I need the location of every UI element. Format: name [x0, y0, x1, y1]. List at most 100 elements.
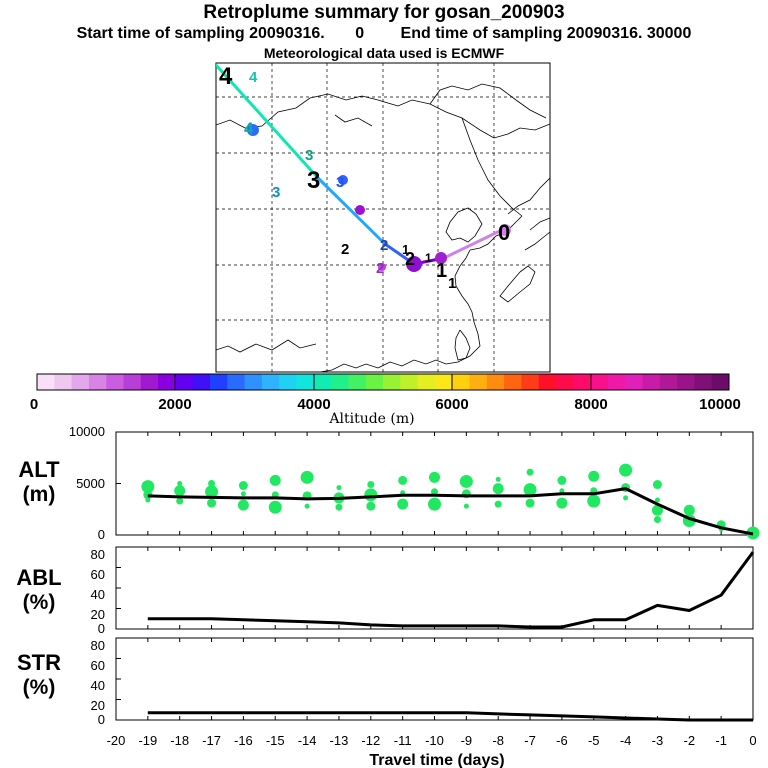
- x-tick-label: -10: [425, 733, 444, 748]
- alt-scatter-point: [494, 500, 502, 508]
- day-label: 4: [244, 119, 254, 138]
- cluster-marker: [355, 205, 365, 215]
- alt-scatter-point: [652, 480, 662, 490]
- colorbar-swatch: [642, 374, 661, 390]
- colorbar-tick-label: 2000: [158, 396, 191, 413]
- x-tick-label: -20: [107, 733, 126, 748]
- day-label: 1: [436, 260, 447, 282]
- colorbar-swatch: [400, 374, 418, 390]
- cluster-marker: [499, 224, 511, 236]
- alt-ylabel: ALT: [18, 457, 60, 482]
- colorbar-swatch: [521, 374, 540, 390]
- x-tick-label: -14: [298, 733, 317, 748]
- alt-scatter-point: [556, 497, 568, 509]
- alt-scatter-point: [141, 480, 155, 494]
- alt-scatter-point: [495, 476, 501, 482]
- alt-scatter-point: [526, 468, 534, 476]
- colorbar-swatch: [348, 374, 367, 390]
- alt-scatter-point: [207, 498, 217, 508]
- colorbar-swatch: [452, 374, 470, 390]
- x-tick-label: -8: [492, 733, 504, 748]
- x-tick-label: -4: [620, 733, 632, 748]
- segment-4-3: [216, 63, 320, 180]
- alt-scatter-point: [559, 488, 565, 494]
- x-tick-label: -1: [715, 733, 727, 748]
- colorbar-swatch: [279, 374, 297, 390]
- colorbar-swatch: [677, 374, 695, 390]
- colorbar-swatch: [573, 374, 591, 390]
- colorbar-swatch: [88, 374, 107, 390]
- colorbar-swatch: [383, 374, 401, 390]
- colorbar-label: Altitude (m): [328, 411, 414, 427]
- str-panel-frame: [115, 637, 754, 721]
- alt-scatter-point: [269, 474, 281, 486]
- release-site-marker: [406, 256, 422, 272]
- alt-scatter-point: [651, 504, 663, 516]
- day-label: 1: [425, 251, 432, 265]
- day-label: 2: [376, 260, 384, 277]
- colorbar-swatch: [261, 374, 280, 390]
- colorbar-swatch: [244, 374, 263, 390]
- day-label: 3: [272, 184, 280, 201]
- day-label: 0: [498, 220, 510, 245]
- alt-scatter-point: [268, 500, 282, 514]
- colorbar-swatch: [71, 374, 90, 390]
- x-tick-label: -12: [361, 733, 380, 748]
- cluster-marker: [378, 263, 386, 271]
- alt-scatter-point: [237, 499, 249, 511]
- map-graticule: [216, 63, 550, 372]
- colorbar-swatch: [659, 374, 678, 390]
- x-tick-label: -18: [170, 733, 189, 748]
- day-label: 4: [249, 69, 258, 86]
- map-frame: [215, 62, 551, 373]
- alt-scatter-point: [623, 495, 629, 501]
- trajectory-map: 4 4 4 3 3 3 3 2 2 2 2 1 1 1 1 0: [215, 62, 551, 373]
- colorbar-swatch: [210, 374, 228, 390]
- colorbar-swatch: [140, 374, 159, 390]
- map-coastlines: [216, 83, 550, 372]
- cluster-marker: [338, 175, 348, 185]
- x-tick-label: -15: [266, 733, 285, 748]
- colorbar-swatch: [175, 374, 194, 390]
- altitude-colorbar: 0 2000 4000 6000 8000 10000 Altitude (m): [30, 373, 741, 427]
- abl-tick-label: 40: [91, 587, 105, 602]
- sampling-times: Start time of sampling 20090316. 0 End t…: [0, 25, 768, 43]
- alt-scatter-point: [176, 497, 184, 505]
- day-label: 1: [402, 242, 409, 257]
- x-tick-label: -6: [556, 733, 568, 748]
- cluster-marker: [247, 124, 259, 136]
- colorbar-frame: [36, 373, 730, 391]
- alt-scatter-point: [523, 483, 537, 497]
- colorbar-swatch: [192, 374, 211, 390]
- str-series-line: [147, 711, 753, 722]
- chart-title: Retroplume summary for gosan_200903: [203, 2, 565, 23]
- day-label: 3: [305, 147, 313, 164]
- day-labels: 4 4 4 3 3 3 3 2 2 2 2 1 1 1 1 0: [219, 63, 510, 292]
- x-tick-label: 0: [749, 733, 756, 748]
- met-data-note: Meteorological data used is ECMWF: [263, 45, 505, 61]
- day-label: 2: [405, 249, 415, 269]
- colorbar-swatch: [556, 374, 574, 390]
- colorbar-swatch: [227, 374, 245, 390]
- x-tick-label: -11: [394, 733, 412, 748]
- alt-scatter-point: [431, 488, 438, 496]
- x-tick-label: -2: [684, 733, 696, 748]
- x-tick-label: -3: [652, 733, 664, 748]
- alt-scatter-point: [335, 503, 343, 511]
- str-tick-label: 40: [91, 678, 105, 693]
- alt-scatter-point: [364, 488, 378, 502]
- colorbar-swatch: [313, 374, 332, 390]
- alt-scatter-point: [366, 501, 376, 511]
- x-tick-label: -17: [202, 733, 221, 748]
- x-tick-label: -16: [234, 733, 253, 748]
- abl-tick-label: 60: [91, 567, 105, 582]
- abl-ylabel-unit: (%): [23, 591, 56, 614]
- alt-scatter-point: [683, 504, 695, 516]
- colorbar-swatch: [331, 374, 349, 390]
- alt-tick-label: 10000: [69, 424, 105, 439]
- colorbar-swatch: [607, 374, 626, 390]
- alt-ylabel-unit: (m): [23, 483, 56, 506]
- alt-scatter-point: [463, 503, 469, 509]
- alt-scatter-point: [654, 497, 660, 503]
